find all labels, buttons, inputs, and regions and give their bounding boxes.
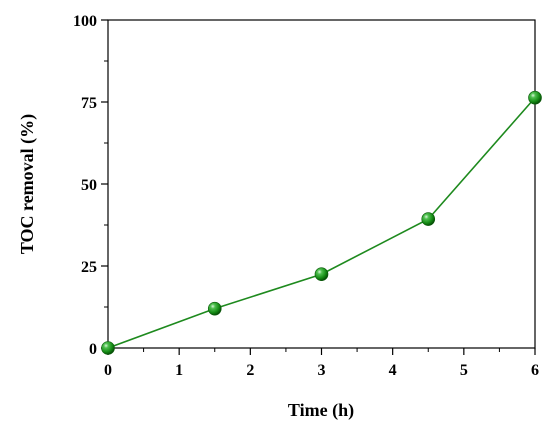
y-axis: 0 25 50 75 100 [73, 13, 108, 358]
x-tick-label: 1 [175, 362, 183, 379]
data-point [314, 267, 329, 282]
x-tick-label: 2 [246, 362, 254, 379]
y-tick-label: 50 [81, 177, 97, 194]
x-tick-label: 6 [531, 362, 539, 379]
data-point [207, 301, 222, 316]
series-line [107, 97, 536, 349]
x-tick-label: 5 [460, 362, 468, 379]
plot-frame [107, 19, 536, 349]
series-layer [101, 90, 542, 355]
x-axis: 0 1 2 3 4 5 6 [104, 348, 539, 379]
y-tick-label: 100 [73, 13, 97, 30]
data-point [528, 90, 542, 105]
y-tick-label: 75 [81, 95, 97, 112]
x-tick-label: 4 [389, 362, 397, 379]
data-point [101, 341, 115, 355]
x-tick-label: 0 [104, 362, 112, 379]
y-tick-label: 0 [89, 341, 97, 358]
y-tick-label: 25 [81, 259, 97, 276]
x-tick-label: 3 [318, 362, 326, 379]
x-axis-title: Time (h) [288, 400, 354, 421]
data-point [421, 212, 436, 226]
y-axis-title: TOC removal (%) [17, 114, 38, 254]
